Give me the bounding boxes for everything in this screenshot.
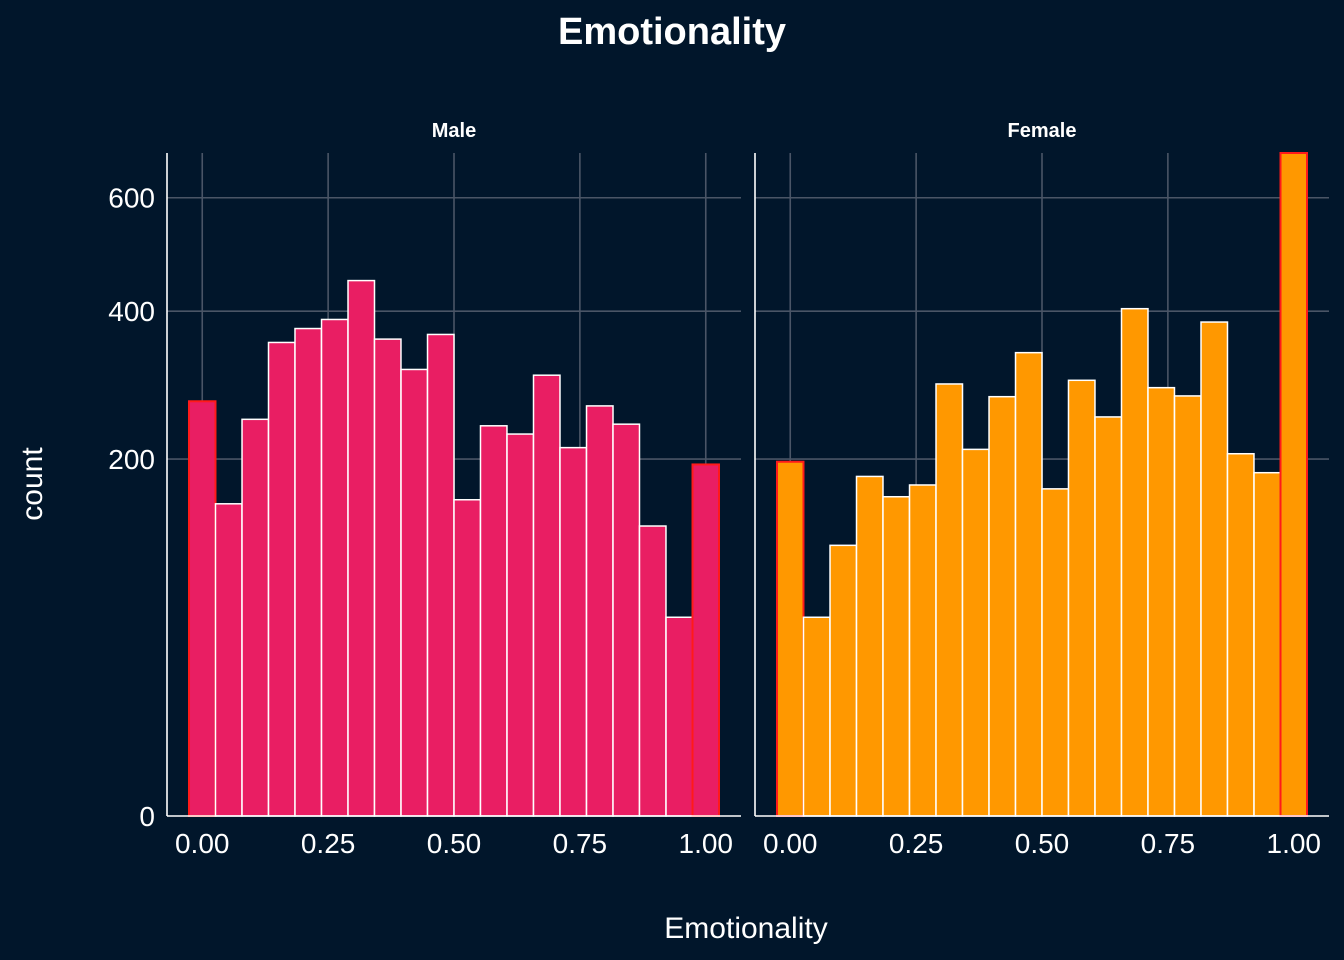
histogram-bar	[908, 484, 937, 817]
histogram-bar	[776, 460, 805, 817]
histogram-bar	[638, 525, 667, 817]
histogram-bar	[665, 616, 694, 817]
histogram-bar	[1120, 307, 1149, 817]
x-tick-label: 0.75	[553, 828, 608, 859]
chart-title: Emotionality	[558, 11, 786, 53]
x-tick-label: 0.00	[763, 828, 818, 859]
y-tick-label: 0	[139, 801, 155, 832]
histogram-bar	[347, 279, 376, 817]
histogram-bar	[559, 446, 588, 817]
facet-label: Female	[1008, 120, 1077, 142]
histogram-bar	[802, 616, 831, 817]
x-tick-label: 0.00	[175, 828, 230, 859]
facet-panels: Male 0.00 0.25 0.50 0.75 1.00 Female 0.00 0.25 0.…	[166, 120, 1329, 859]
x-tick-label: 0.25	[301, 828, 356, 859]
x-tick-label: 0.75	[1141, 828, 1196, 859]
histogram-bar	[1173, 395, 1202, 817]
histogram-bar	[1067, 379, 1096, 817]
histogram-bar	[612, 423, 641, 817]
histogram-bar	[855, 475, 884, 817]
histogram-bar	[935, 383, 964, 817]
y-tick-label: 600	[108, 183, 155, 214]
histogram-bar	[1147, 386, 1176, 817]
histogram-bar	[532, 374, 561, 817]
y-axis: 0 200 400 600	[108, 183, 155, 832]
panel-male: Male 0.00 0.25 0.50 0.75 1.00	[166, 120, 741, 859]
histogram-bar	[400, 368, 429, 817]
histogram-bar	[1279, 152, 1308, 817]
x-tick-label: 0.50	[1015, 828, 1070, 859]
histogram-bar	[1226, 452, 1255, 817]
histogram-bar	[882, 495, 911, 817]
histogram-bar	[961, 448, 990, 817]
histogram-bar	[1200, 321, 1229, 817]
histogram-bar	[294, 327, 323, 817]
facet-label: Male	[432, 120, 476, 142]
histogram-bar	[691, 463, 720, 817]
x-axis-title: Emotionality	[664, 912, 827, 945]
x-tick-label: 1.00	[1267, 828, 1322, 859]
panel-female: Female 0.00 0.25 0.50 0.75 1.00	[754, 120, 1329, 859]
histogram-bar	[479, 425, 508, 817]
x-tick-label: 0.25	[889, 828, 944, 859]
histogram-bar	[506, 433, 535, 817]
histogram-bar	[426, 333, 455, 817]
histogram-bar	[585, 405, 614, 817]
x-tick-label: 0.50	[427, 828, 482, 859]
x-tick-label: 1.00	[679, 828, 734, 859]
histogram-bar	[241, 418, 270, 817]
histogram-bar	[188, 400, 217, 817]
histogram-bar	[988, 395, 1017, 817]
y-axis-title: count	[16, 447, 49, 521]
histogram-bar	[267, 341, 296, 817]
y-tick-label: 400	[108, 296, 155, 327]
histogram-bar	[320, 318, 349, 817]
y-tick-label: 200	[108, 444, 155, 475]
histogram-bar	[373, 338, 402, 817]
histogram-bar	[214, 503, 243, 817]
histogram-bar	[1253, 471, 1282, 817]
histogram-bar	[1041, 488, 1070, 817]
histogram-bar	[453, 498, 482, 817]
histogram-bar	[829, 544, 858, 817]
histogram-bar	[1014, 351, 1043, 817]
histogram-bar	[1094, 416, 1123, 817]
